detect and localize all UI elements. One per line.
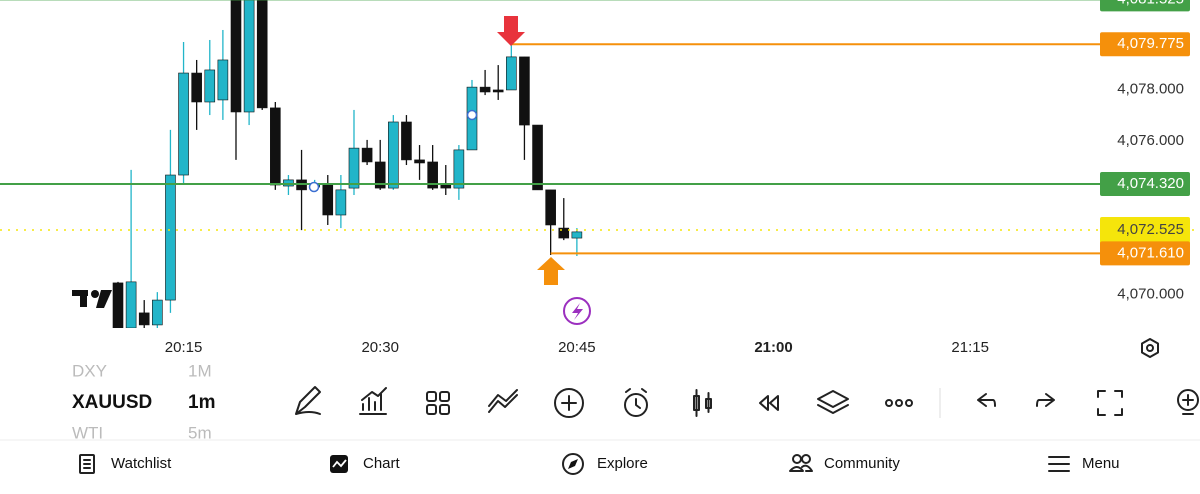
candle-body [165,174,176,301]
price-label: 4,072.525 [1117,221,1184,238]
templates[interactable] [426,391,450,415]
price-label-box [1100,0,1190,12]
candle-body [506,56,517,91]
bar-style[interactable] [693,389,712,417]
candle-body [191,72,202,103]
candle-body [256,0,268,109]
nav-label: Chart [363,455,401,472]
candle-body [217,59,229,101]
draw-tool[interactable] [295,386,321,415]
candle-body [519,56,530,126]
candle-body [361,147,373,163]
price-label: 4,071.610 [1117,244,1184,261]
fullscreen[interactable] [1097,390,1123,416]
price-label: 4,081.525 [1117,0,1184,7]
candle-body [571,231,583,239]
candle-body [204,69,216,103]
candle-body [125,281,137,328]
x-tick-label: 20:30 [361,339,399,356]
alert[interactable] [624,388,648,417]
y-tick-label: 4,076.000 [1117,132,1184,149]
candle-body [152,299,163,326]
candle-body [414,159,425,164]
candle-body [545,189,556,226]
ideas[interactable] [1177,389,1199,415]
candle-body [427,161,438,189]
candle-body [532,124,543,191]
toolbar-icons [295,386,1199,418]
nav-menu[interactable]: Menu [1048,455,1120,472]
nav-label: Watchlist [111,455,172,472]
x-tick-label: 20:15 [165,339,203,356]
candle-body [348,147,360,189]
compare[interactable] [488,389,518,413]
symbol-interval: 5m [188,423,212,442]
tv-logo [72,290,112,308]
y-tick-label: 4,078.000 [1117,81,1184,98]
price-label: 4,074.320 [1117,175,1184,192]
replay[interactable] [759,395,779,411]
candle-body [243,0,255,113]
add[interactable] [554,388,584,418]
settings-icon-dot [1146,344,1154,352]
price-label-box [1100,171,1190,196]
candle-body [138,312,150,326]
symbol-name[interactable]: XAUUSD [72,392,152,413]
candle-body [178,72,189,176]
flash-icon[interactable] [563,297,591,325]
candle-body [479,86,491,93]
indicators[interactable] [359,387,387,415]
event-marker[interactable] [308,181,320,193]
buy-arrow [537,257,565,285]
candle-body [283,179,294,187]
symbol-interval: 1m [188,392,215,413]
price-label-box [1100,241,1190,266]
symbol-interval: 1M [188,361,212,380]
candle-body [558,227,570,239]
y-tick-label: 4,070.000 [1117,286,1184,303]
nav-label: Menu [1082,455,1120,472]
price-label: 4,079.775 [1117,35,1184,52]
price-label-box [1100,32,1190,57]
candle-body [112,282,124,328]
candle-body [322,184,334,216]
nav-watchlist[interactable]: Watchlist [79,454,172,474]
candle-body [388,121,399,189]
sell-arrow [497,16,525,46]
x-tick-label: 21:15 [951,339,989,356]
bottom-nav: Watchlist Chart Explore Community Menu [79,453,1120,475]
symbol-name[interactable]: DXY [72,361,107,380]
candle-body [230,0,242,113]
candle-body [440,184,452,189]
redo[interactable] [1036,393,1055,407]
undo[interactable] [977,393,996,407]
candle-body [492,89,504,93]
nav-explore[interactable]: Explore [562,453,648,475]
candle-body [374,161,386,189]
more[interactable] [885,399,913,407]
nav-label: Community [824,455,900,472]
x-tick-label: 20:45 [558,339,596,356]
nav-chart[interactable]: Chart [330,455,401,473]
layers[interactable] [817,390,849,414]
candle-body [453,149,465,189]
settings-icon[interactable] [1141,338,1159,358]
symbol-list: DXY 1M XAUUSD 1m WTI 5m [72,361,215,442]
symbol-name[interactable]: WTI [72,423,103,442]
x-tick-label: 21:00 [754,339,792,356]
candle-body [270,107,281,186]
event-marker[interactable] [466,109,478,121]
candle-body [335,189,347,216]
chart-area: 4,070.000 4,076.000 4,078.000 20:15 20:30 20:… [0,0,1200,356]
candle-body [401,121,412,161]
nav-label: Explore [597,455,648,472]
nav-community[interactable]: Community [789,454,900,472]
plot [112,0,583,328]
